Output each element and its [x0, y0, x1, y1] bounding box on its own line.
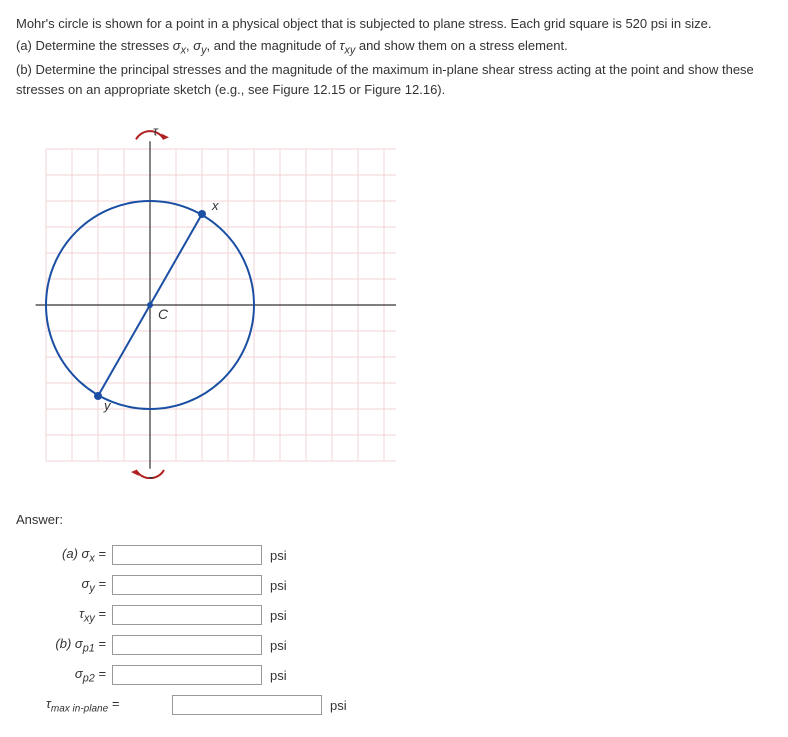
answer-input[interactable]	[112, 545, 262, 565]
tmax-input[interactable]	[172, 695, 322, 715]
problem-intro: Mohr's circle is shown for a point in a …	[16, 14, 772, 34]
answer-unit: psi	[262, 608, 287, 623]
answer-input[interactable]	[112, 575, 262, 595]
answer-label: (b) σp1 =	[16, 636, 112, 655]
svg-text:C: C	[158, 306, 169, 322]
answer-label: σy =	[16, 576, 112, 595]
answer-header: Answer:	[16, 512, 772, 527]
answer-input[interactable]	[112, 665, 262, 685]
answer-unit: psi	[262, 578, 287, 593]
mohrs-circle-svg: σττCxy	[26, 119, 396, 479]
answer-unit: psi	[262, 638, 287, 653]
answer-unit: psi	[262, 548, 287, 563]
problem-statement: Mohr's circle is shown for a point in a …	[16, 14, 772, 99]
answer-row: σp2 = psi	[16, 665, 772, 685]
answer-row: τxy = psi	[16, 605, 772, 625]
answer-unit: psi	[262, 668, 287, 683]
answer-section: (a) σx =psiσy =psiτxy =psi(b) σp1 =psiσp…	[16, 545, 772, 685]
answer-label: (a) σx =	[16, 546, 112, 565]
svg-text:τ: τ	[153, 124, 159, 139]
answer-row: (b) σp1 = psi	[16, 635, 772, 655]
answer-row-tmax: τmax in-plane = psi	[46, 695, 772, 715]
answer-label: σp2 =	[16, 666, 112, 685]
answer-input[interactable]	[112, 635, 262, 655]
svg-text:x: x	[211, 198, 219, 213]
answer-label: τxy =	[16, 606, 112, 625]
problem-part-a: (a) Determine the stresses σx, σy, and t…	[16, 36, 772, 59]
tmax-unit: psi	[322, 698, 347, 713]
answer-input[interactable]	[112, 605, 262, 625]
tmax-label: τmax in-plane =	[46, 696, 172, 715]
answer-row: (a) σx = psi	[16, 545, 772, 565]
problem-part-b: (b) Determine the principal stresses and…	[16, 60, 772, 99]
answer-row: σy = psi	[16, 575, 772, 595]
mohrs-circle-figure: σττCxy	[26, 119, 772, 482]
